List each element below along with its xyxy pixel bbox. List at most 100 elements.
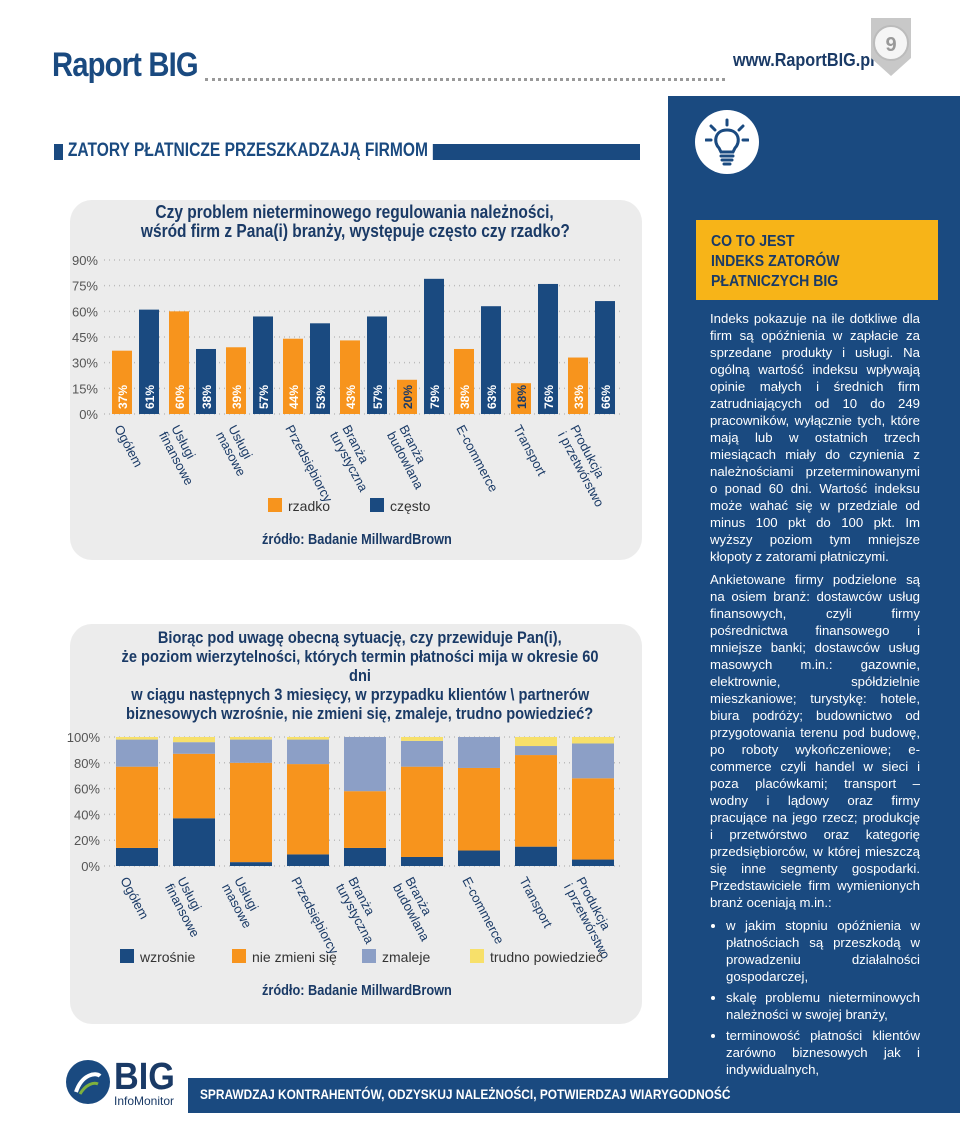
footer-slogan: SPRAWDZAJ KONTRAHENTÓW, ODZYSKUJ NALEŻNO…	[200, 1086, 731, 1102]
section-title: ZATORY PŁATNICZE PRZESZKADZAJĄ FIRMOM	[63, 140, 433, 162]
page-number: 9	[885, 34, 897, 56]
chart2-ytick: 40%	[74, 807, 100, 822]
chart1-bar	[112, 350, 132, 414]
chart2-bar-segment	[230, 862, 272, 866]
chart2-legend-swatch	[120, 949, 134, 963]
chart1-question: Czy problem nieterminowego regulowania n…	[95, 203, 615, 241]
chart1-bar	[511, 383, 531, 414]
chart2-bar-segment	[173, 753, 215, 819]
header-divider	[205, 78, 725, 81]
chart2-bar-segment	[116, 766, 158, 848]
footer-bar	[188, 1078, 960, 1113]
chart1-ytick: 15%	[72, 381, 98, 396]
chart2-bar-segment	[401, 766, 443, 857]
chart2-bar-segment	[572, 743, 614, 779]
chart2-bar-segment	[458, 850, 500, 866]
chart2-bar-segment	[230, 762, 272, 863]
chart1-bar	[568, 357, 588, 414]
chart1-data-label: 39%	[230, 385, 244, 409]
chart2-bar-segment	[173, 818, 215, 866]
chart1-bar	[283, 338, 303, 414]
chart1-ytick: 30%	[72, 356, 98, 371]
website-link[interactable]: www.RaportBIG.pl	[733, 50, 875, 70]
definition-title-line1: CO TO JEST	[711, 233, 795, 250]
lightbulb-icon	[705, 118, 749, 166]
chart1-ytick: 60%	[72, 304, 98, 319]
logo-subtitle: InfoMonitor	[114, 1094, 175, 1108]
chart2-bar-segment	[515, 737, 557, 747]
chart2-bar-segment	[287, 764, 329, 855]
chart2-ytick: 60%	[74, 782, 100, 797]
chart1-bar	[169, 311, 189, 414]
chart1-data-label: 61%	[143, 385, 157, 409]
chart1-data-label: 60%	[173, 385, 187, 409]
chart1-data-label: 20%	[401, 385, 415, 409]
chart2-bar-segment	[458, 737, 500, 768]
chart2-bar-segment	[401, 740, 443, 767]
chart1-data-label: 33%	[572, 385, 586, 409]
chart1-data-label: 53%	[314, 385, 328, 409]
chart2-svg: 0% 20% 40% 60% 80% 100% Ogółem Usługifinansowe U…	[67, 730, 620, 965]
chart2-ytick: 80%	[74, 756, 100, 771]
chart2-question: Biorąc pod uwagę obecną sytuację, czy pr…	[70, 628, 650, 723]
chart2-bar-segment	[287, 739, 329, 765]
sidebar-bullet: terminowość płatności klientów zarówno b…	[726, 1027, 920, 1078]
chart1-legend-swatch	[370, 498, 384, 512]
chart2-bar-segment	[572, 859, 614, 866]
chart2-bar-segment	[515, 746, 557, 756]
chart1-source: źródło: Badanie MillwardBrown	[262, 531, 452, 548]
chart2-bar-segment	[287, 737, 329, 740]
chart1-data-label: 37%	[116, 385, 130, 409]
chart1-legend-label: często	[390, 498, 431, 514]
chart2-legend-label: trudno powiedzieć	[490, 949, 603, 965]
chart1-bar	[454, 348, 474, 414]
chart2-bar-segment	[116, 847, 158, 866]
chart2-question-line3: w ciągu następnych 3 miesięcy, w przypad…	[131, 685, 589, 704]
chart1-bar	[481, 306, 501, 414]
chart1-data-label: 38%	[200, 385, 214, 409]
chart2-source: źródło: Badanie MillwardBrown	[262, 982, 452, 999]
chart1-data-label: 18%	[515, 385, 529, 409]
chart2-category-label: Usługimasowe	[219, 874, 267, 930]
chart2-bar-segment	[230, 737, 272, 740]
chart2-ytick: 100%	[67, 730, 101, 745]
chart2-question-line1: Biorąc pod uwagę obecną sytuację, czy pr…	[158, 628, 562, 647]
chart2-bar-segment	[344, 847, 386, 866]
chart2-bar-segment	[230, 739, 272, 763]
chart2-ytick: 20%	[74, 833, 100, 848]
chart1-bar	[397, 379, 417, 414]
chart2-bar-segment	[572, 737, 614, 744]
chart2-question-line4: biznesowych wzrośnie, nie zmieni się, zm…	[126, 704, 594, 723]
chart1-data-label: 57%	[257, 385, 271, 409]
chart1-data-label: 79%	[428, 385, 442, 409]
logo-mark	[66, 1060, 110, 1104]
sidebar-bullet: skalę problemu nieterminowych należności…	[726, 989, 920, 1023]
chart1-question-line1: Czy problem nieterminowego regulowania n…	[155, 202, 555, 222]
chart1-legend-swatch	[268, 498, 282, 512]
definition-box	[696, 220, 938, 300]
chart1-bar	[367, 316, 387, 414]
definition-title-line3: PŁATNICZYCH BIG	[711, 273, 839, 290]
definition-title: CO TO JEST INDEKS ZATORÓW PŁATNICZYCH BI…	[711, 232, 840, 292]
chart2-legend-swatch	[470, 949, 484, 963]
chart2-legend-swatch	[232, 949, 246, 963]
chart2-bar-segment	[515, 755, 557, 847]
chart2-legend-label: wzrośnie	[139, 949, 195, 965]
chart1-bar	[253, 316, 273, 414]
chart1-data-label: 44%	[287, 385, 301, 409]
chart2-bar-segment	[173, 742, 215, 754]
chart2-bar-segment	[287, 854, 329, 866]
chart1-legend-label: rzadko	[288, 498, 330, 514]
sidebar-text: Indeks pokazuje na ile dotkliwe dla firm…	[710, 310, 920, 1137]
chart1-data-label: 76%	[542, 385, 556, 409]
chart2-ytick: 0%	[81, 859, 100, 874]
chart1-data-label: 66%	[599, 385, 613, 409]
sidebar-paragraph-1: Indeks pokazuje na ile dotkliwe dla firm…	[710, 311, 920, 564]
chart2-category-label: Usługifinansowe	[162, 874, 215, 939]
chart2-legend-swatch	[362, 949, 376, 963]
chart2-bar-segment	[344, 737, 386, 792]
chart2-bar-segment	[116, 739, 158, 767]
chart2-bar-segment	[116, 737, 158, 740]
logo-text: BIG	[114, 1056, 175, 1098]
